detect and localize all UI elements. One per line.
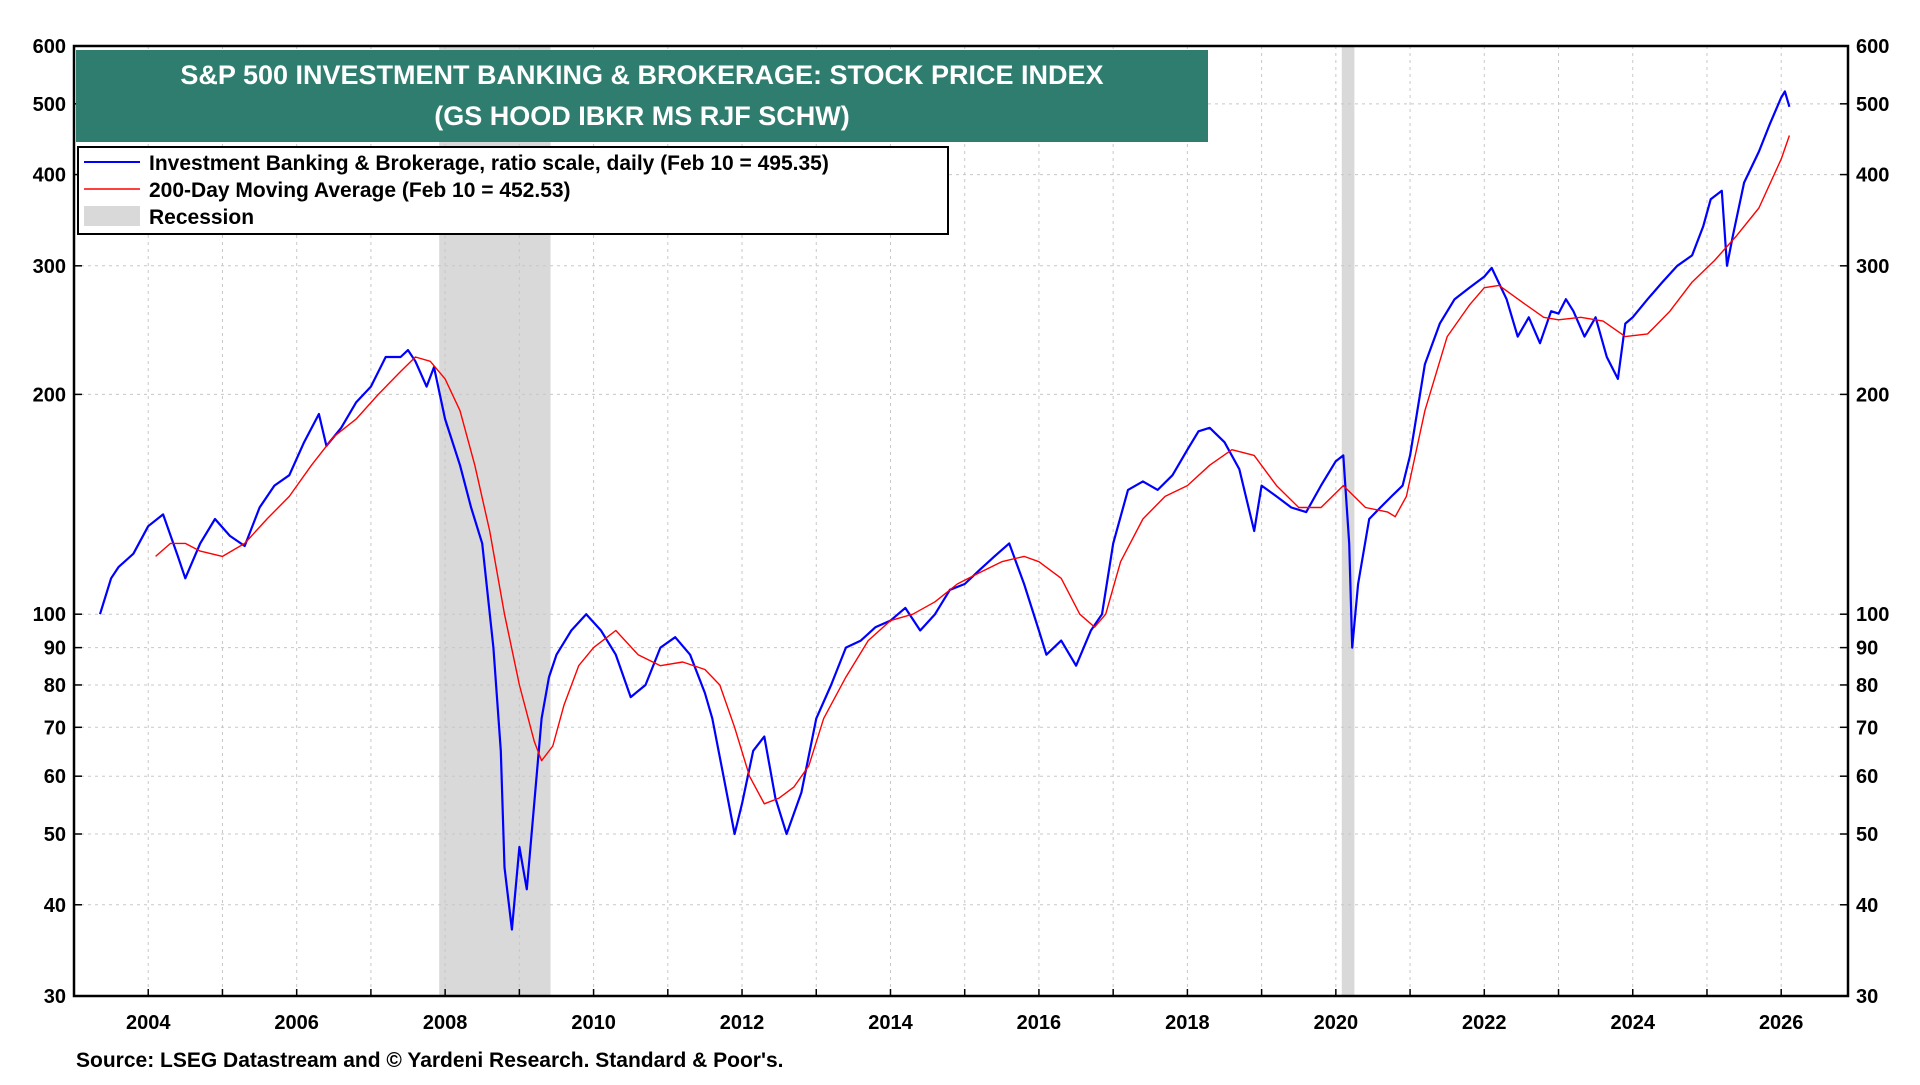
y-tick-label-left-90: 90	[44, 638, 66, 660]
x-tick-label-2022: 2022	[1462, 1012, 1507, 1034]
y-tick-label-left-600: 600	[33, 36, 66, 58]
axis-ticks: 30 30 40 40 50 50 60 60 70 70 80 80 90 90 100 100 200 200…	[33, 36, 1890, 1034]
y-tick-label-right-60: 60	[1856, 766, 1878, 788]
x-tick-label-2016: 2016	[1017, 1012, 1062, 1034]
y-tick-label-left-80: 80	[44, 675, 66, 697]
plot-frame	[72, 44, 1850, 998]
x-tick-label-2024: 2024	[1610, 1012, 1655, 1034]
legend: Investment Banking & Brokerage, ratio sc…	[77, 146, 949, 235]
y-tick-label-right-90: 90	[1856, 638, 1878, 660]
chart-subtitle: (GS HOOD IBKR MS RJF SCHW)	[434, 101, 850, 131]
series-line-moving-average	[155, 135, 1791, 805]
x-tick-label-2020: 2020	[1314, 1012, 1359, 1034]
x-tick-label-2018: 2018	[1165, 1012, 1210, 1034]
y-tick-label-right-100: 100	[1856, 604, 1889, 626]
legend-label-recession: Recession	[149, 206, 254, 229]
legend-frame	[77, 146, 949, 235]
y-tick-label-left-70: 70	[44, 717, 66, 739]
y-tick-label-left-400: 400	[33, 165, 66, 187]
y-tick-label-left-200: 200	[33, 384, 66, 406]
y-tick-label-left-40: 40	[44, 895, 66, 917]
title-box: S&P 500 INVESTMENT BANKING & BROKERAGE: …	[76, 50, 1208, 142]
y-tick-label-right-400: 400	[1856, 165, 1889, 187]
y-tick-label-right-50: 50	[1856, 824, 1878, 846]
source-note: Source: LSEG Datastream and © Yardeni Re…	[76, 1049, 783, 1072]
x-tick-label-2006: 2006	[274, 1012, 319, 1034]
x-tick-label-2008: 2008	[423, 1012, 468, 1034]
chart-title: S&P 500 INVESTMENT BANKING & BROKERAGE: …	[180, 60, 1103, 90]
legend-label-moving-average: 200-Day Moving Average (Feb 10 = 452.53)	[149, 179, 571, 202]
grid-lines	[73, 45, 1848, 997]
y-tick-label-left-60: 60	[44, 766, 66, 788]
y-tick-label-right-500: 500	[1856, 94, 1889, 116]
y-tick-label-left-100: 100	[33, 604, 66, 626]
y-tick-label-left-50: 50	[44, 824, 66, 846]
x-tick-label-2012: 2012	[720, 1012, 765, 1034]
y-tick-label-right-30: 30	[1856, 986, 1878, 1008]
x-tick-label-2010: 2010	[571, 1012, 616, 1034]
y-tick-label-right-80: 80	[1856, 675, 1878, 697]
y-tick-label-left-500: 500	[33, 94, 66, 116]
y-tick-label-right-300: 300	[1856, 256, 1889, 278]
legend-label-index: Investment Banking & Brokerage, ratio sc…	[149, 152, 829, 175]
y-tick-label-left-300: 300	[33, 256, 66, 278]
y-tick-label-right-70: 70	[1856, 717, 1878, 739]
x-tick-label-2014: 2014	[868, 1012, 913, 1034]
x-tick-label-2026: 2026	[1759, 1012, 1804, 1034]
legend-swatch-recession	[84, 206, 140, 226]
series-lines	[98, 90, 1791, 931]
x-tick-label-2004: 2004	[126, 1012, 171, 1034]
y-tick-label-left-30: 30	[44, 986, 66, 1008]
y-tick-label-right-600: 600	[1856, 36, 1889, 58]
y-tick-label-right-200: 200	[1856, 384, 1889, 406]
y-tick-label-right-40: 40	[1856, 895, 1878, 917]
title-background	[76, 50, 1208, 142]
